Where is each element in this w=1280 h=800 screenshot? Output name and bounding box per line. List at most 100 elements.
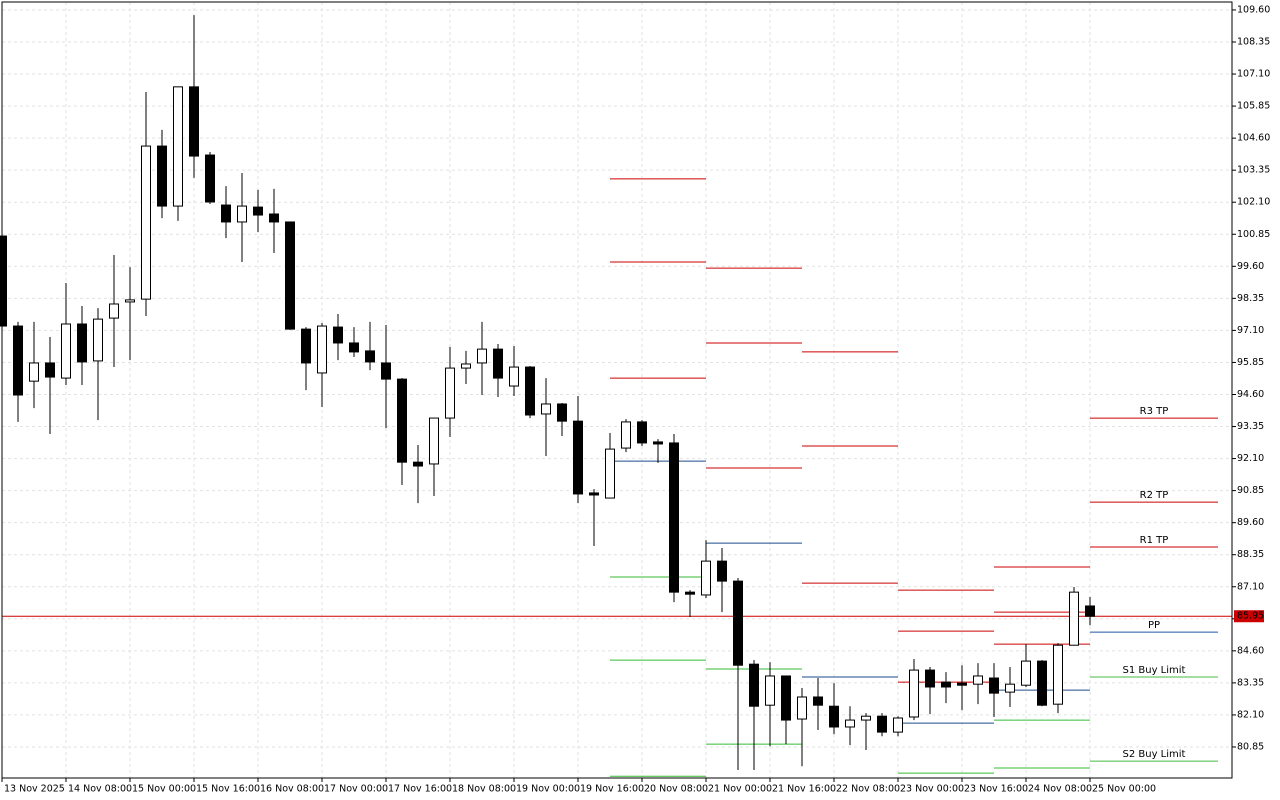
- candle-body: [157, 145, 167, 207]
- candle-body: [93, 318, 103, 362]
- candle-body: [109, 303, 119, 319]
- candle-body: [957, 682, 967, 686]
- candle-body: [637, 421, 647, 444]
- pivot-label: PP: [1148, 620, 1160, 631]
- candle-body: [221, 204, 231, 223]
- x-tick-label: 14 Nov 08:00: [68, 784, 132, 795]
- y-tick-label: 88.35: [1237, 549, 1264, 560]
- candle-body: [813, 696, 823, 706]
- candle-body: [557, 403, 567, 422]
- x-tick-label: 21 Nov 16:00: [772, 784, 836, 795]
- y-tick-label: 97.10: [1237, 325, 1264, 336]
- y-tick-label: 98.35: [1237, 293, 1264, 304]
- candle-body: [1021, 660, 1031, 686]
- x-tick-label: 15 Nov 16:00: [196, 784, 260, 795]
- candle-body: [189, 86, 199, 157]
- current-price-label: 85.95: [1237, 611, 1264, 622]
- current-price-tag: [1234, 610, 1264, 623]
- candle-body: [877, 715, 887, 733]
- y-tick-label: 103.35: [1237, 165, 1270, 176]
- candle-body: [397, 378, 407, 463]
- candle-body: [829, 705, 839, 728]
- candle-body: [125, 299, 135, 303]
- x-tick-label: 13 Nov 2025: [4, 784, 65, 795]
- candle-body: [973, 675, 983, 685]
- y-tick-label: 105.85: [1237, 101, 1270, 112]
- x-tick-label: 17 Nov 16:00: [388, 784, 452, 795]
- candle-body: [717, 560, 727, 582]
- candle-body: [861, 715, 871, 721]
- y-tick-label: 109.60: [1237, 4, 1270, 15]
- candle-body: [541, 403, 551, 415]
- x-tick-label: 16 Nov 08:00: [260, 784, 324, 795]
- x-tick-label: 19 Nov 00:00: [516, 784, 580, 795]
- candles: [0, 15, 1095, 771]
- candle-body: [765, 675, 775, 706]
- candle-body: [589, 492, 599, 496]
- candle-body: [493, 348, 503, 379]
- y-tick-label: 107.10: [1237, 69, 1270, 80]
- candle-body: [29, 362, 39, 382]
- candle-body: [429, 417, 439, 465]
- candle-body: [989, 677, 999, 694]
- y-tick-label: 82.10: [1237, 709, 1264, 720]
- x-tick-label: 23 Nov 00:00: [900, 784, 964, 795]
- candle-body: [237, 205, 247, 223]
- x-tick-label: 22 Nov 08:00: [836, 784, 900, 795]
- x-tick-label: 20 Nov 08:00: [644, 784, 708, 795]
- candle-body: [333, 326, 343, 344]
- candle-body: [205, 154, 215, 203]
- candle-body: [381, 362, 391, 380]
- candle-body: [461, 363, 471, 369]
- candle-body: [573, 420, 583, 495]
- y-tick-label: 95.85: [1237, 357, 1264, 368]
- x-tick-label: 17 Nov 00:00: [324, 784, 388, 795]
- candle-body: [1037, 660, 1047, 706]
- x-tick-label: 24 Nov 08:00: [1028, 784, 1092, 795]
- y-tick-label: 90.85: [1237, 485, 1264, 496]
- candle-body: [477, 348, 487, 364]
- candle-body: [621, 421, 631, 449]
- x-tick-label: 19 Nov 16:00: [580, 784, 644, 795]
- pivot-label: R2 TP: [1140, 490, 1169, 501]
- pivot-label: R1 TP: [1140, 535, 1169, 546]
- candle-body: [733, 580, 743, 666]
- candle-body: [509, 366, 519, 387]
- candle-body: [61, 323, 71, 379]
- pivot-label: R3 TP: [1140, 406, 1169, 417]
- candle-body: [797, 696, 807, 720]
- x-tick-label: 23 Nov 16:00: [964, 784, 1028, 795]
- y-tick-label: 99.60: [1237, 261, 1264, 272]
- y-tick-label: 104.60: [1237, 133, 1270, 144]
- candle-body: [1053, 644, 1063, 705]
- candle-body: [317, 325, 327, 374]
- candle-body: [0, 235, 7, 327]
- candle-body: [701, 560, 711, 596]
- y-tick-label: 94.60: [1237, 389, 1264, 400]
- candle-body: [941, 681, 951, 688]
- candle-body: [269, 213, 279, 223]
- candle-body: [653, 441, 663, 445]
- pivot-label: S1 Buy Limit: [1123, 665, 1186, 676]
- candle-body: [45, 362, 55, 378]
- candle-body: [1005, 683, 1015, 693]
- candle-body: [893, 717, 903, 733]
- candle-body: [525, 366, 535, 416]
- grid: [2, 2, 1232, 778]
- y-tick-label: 89.60: [1237, 517, 1264, 528]
- candle-body: [781, 675, 791, 721]
- y-tick-label: 87.10: [1237, 581, 1264, 592]
- candle-body: [925, 669, 935, 688]
- plot-frame: [1, 1, 1233, 779]
- candle-body: [605, 448, 615, 499]
- candle-body: [365, 350, 375, 363]
- candle-body: [685, 591, 695, 595]
- y-tick-label: 92.10: [1237, 453, 1264, 464]
- candle-body: [77, 323, 87, 363]
- y-tick-label: 80.85: [1237, 741, 1264, 752]
- x-tick-label: 15 Nov 00:00: [132, 784, 196, 795]
- pivot-label: S2 Buy Limit: [1123, 749, 1186, 760]
